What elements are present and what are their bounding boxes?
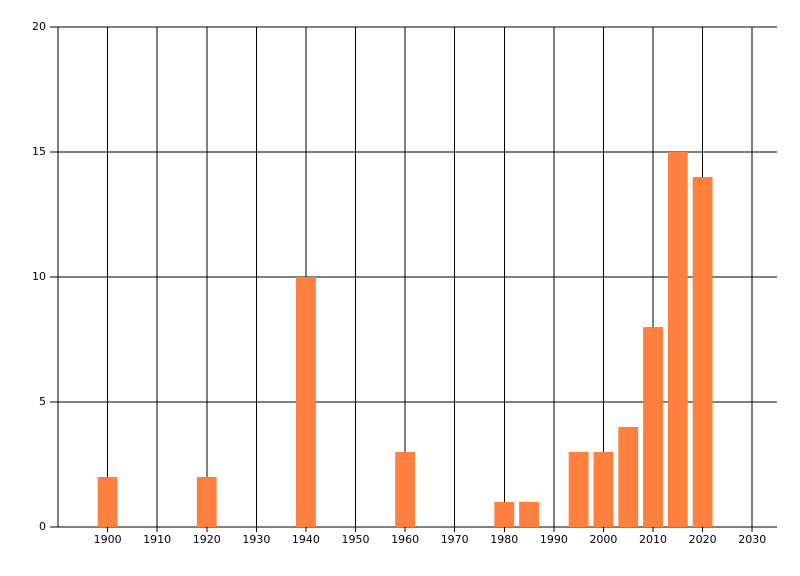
x-tick-label: 2020 [689, 533, 717, 546]
bar [519, 502, 539, 527]
x-tick-label: 2030 [738, 533, 766, 546]
x-tick-label: 1930 [242, 533, 270, 546]
x-tick-label: 1990 [540, 533, 568, 546]
bar [618, 427, 639, 527]
x-tick-label: 1920 [193, 533, 221, 546]
x-tick-label: 1950 [342, 533, 370, 546]
y-tick-label: 5 [39, 395, 46, 408]
y-tick-label: 10 [32, 270, 46, 283]
bar [667, 152, 688, 527]
x-tick-label: 1960 [391, 533, 419, 546]
bar [643, 327, 663, 527]
x-tick-label: 1970 [441, 533, 469, 546]
x-tick-label: 1900 [94, 533, 122, 546]
bar [593, 452, 614, 527]
bar [196, 477, 217, 527]
x-tick-label: 1940 [292, 533, 320, 546]
x-tick-label: 1980 [490, 533, 518, 546]
bar [395, 452, 416, 527]
bar [692, 177, 713, 527]
bar [568, 452, 589, 527]
y-tick-label: 15 [32, 145, 46, 158]
x-tick-label: 2000 [589, 533, 617, 546]
x-tick-label: 2010 [639, 533, 667, 546]
bar [494, 502, 515, 527]
bar [296, 277, 316, 527]
y-tick-label: 0 [39, 520, 46, 533]
bar [97, 477, 118, 527]
y-tick-label: 20 [32, 20, 46, 33]
x-tick-label: 1910 [143, 533, 171, 546]
